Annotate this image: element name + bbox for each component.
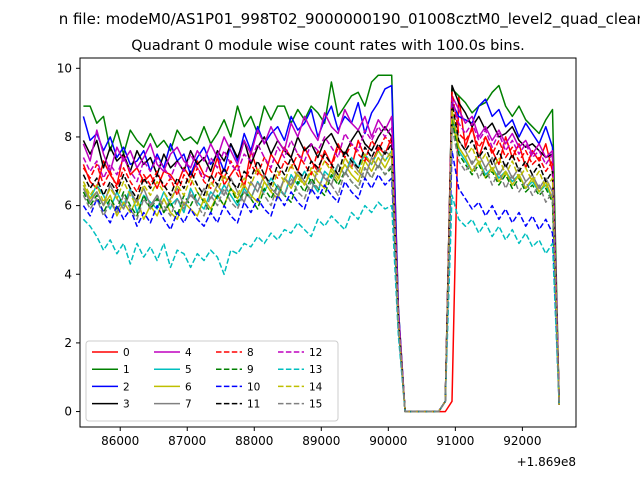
x-tick-label: 90000 — [369, 434, 407, 448]
series-line-10 — [82, 149, 560, 413]
legend-label-15: 15 — [309, 399, 322, 411]
legend-label-6: 6 — [185, 381, 192, 393]
y-tick-label: 10 — [57, 61, 72, 75]
legend-label-0: 0 — [123, 347, 130, 359]
legend-box — [85, 340, 339, 422]
legend-label-14: 14 — [309, 381, 323, 393]
legend-label-12: 12 — [309, 347, 322, 359]
plot-area-frame — [79, 57, 577, 428]
legend-label-4: 4 — [185, 347, 192, 359]
y-tick-label: 8 — [64, 130, 72, 144]
legend-label-7: 7 — [185, 399, 192, 411]
y-tick-label: 6 — [64, 199, 72, 213]
series-line-12 — [82, 98, 560, 413]
x-tick-label: 87000 — [168, 434, 206, 448]
series-line-14 — [82, 108, 560, 413]
x-tick-label: 86000 — [101, 434, 139, 448]
series-group — [82, 74, 560, 413]
series-line-8 — [82, 91, 560, 413]
series-line-4 — [82, 95, 560, 413]
x-tick-label: 91000 — [436, 434, 474, 448]
legend-label-10: 10 — [247, 381, 260, 393]
series-line-7 — [82, 112, 560, 413]
y-tick-label: 4 — [64, 267, 72, 281]
series-line-11 — [82, 101, 560, 413]
legend-label-13: 13 — [309, 364, 322, 376]
series-line-3 — [82, 84, 560, 413]
x-axis: 86000 87000 88000 89000 90000 91000 92000 — [101, 427, 541, 448]
legend-label-11: 11 — [247, 399, 260, 411]
series-line-15 — [82, 125, 560, 413]
legend-label-3: 3 — [123, 399, 130, 411]
legend-label-9: 9 — [247, 364, 254, 376]
x-tick-label: 89000 — [302, 434, 340, 448]
y-tick-label: 0 — [64, 405, 72, 419]
x-tick-label: 92000 — [503, 434, 541, 448]
chart-title: Quadrant 0 module wise count rates with … — [131, 38, 525, 54]
series-line-13 — [82, 194, 560, 413]
legend-label-1: 1 — [123, 364, 130, 376]
x-tick-label: 88000 — [235, 434, 273, 448]
legend-label-2: 2 — [123, 381, 130, 393]
y-axis: 0 2 4 6 8 10 — [57, 61, 80, 419]
y-tick-label: 2 — [64, 336, 72, 350]
legend-label-8: 8 — [247, 347, 254, 359]
legend-label-5: 5 — [185, 364, 192, 376]
x-axis-offset-label: +1.869e8 — [517, 455, 576, 469]
